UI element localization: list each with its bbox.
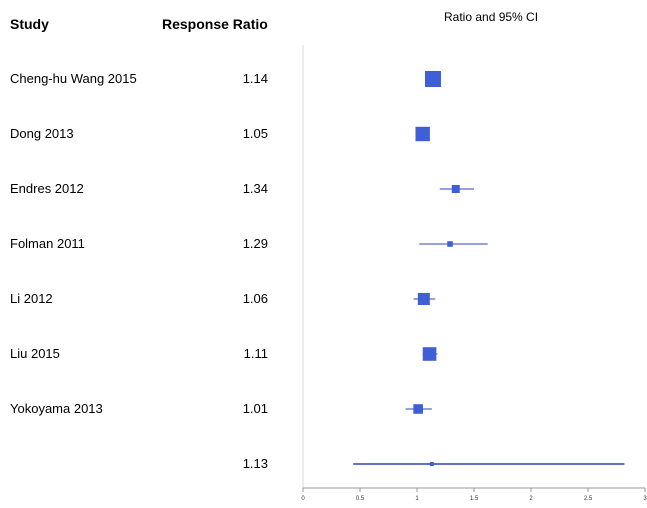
study-name: Cheng-hu Wang 2015 [10, 71, 137, 86]
point-estimate-marker [417, 293, 430, 305]
x-tick-label: 3 [643, 496, 647, 502]
response-ratio-value: 1.06 [242, 291, 268, 306]
study-name: Li 2012 [10, 291, 53, 306]
point-estimate-marker [424, 71, 441, 87]
response-ratio-value: 1.13 [242, 456, 268, 471]
response-ratio-value: 1.34 [242, 181, 268, 196]
x-tick-label: 1.5 [470, 496, 479, 502]
x-tick-label: 0 [301, 496, 305, 502]
point-estimate-marker [422, 347, 437, 361]
x-tick-label: 2.5 [584, 496, 593, 502]
x-tick-label: 2 [529, 496, 533, 502]
chart-title: Ratio and 95% CI [444, 10, 539, 24]
point-estimate-marker [447, 241, 453, 247]
point-estimate-marker [415, 126, 430, 142]
response-ratio-value: 1.05 [242, 126, 268, 141]
study-name: Endres 2012 [10, 181, 84, 196]
response-ratio-value: 1.14 [242, 71, 268, 86]
point-estimate-marker [429, 462, 434, 466]
study-name: Yokoyama 2013 [10, 401, 103, 416]
study-name: Dong 2013 [10, 126, 74, 141]
response-ratio-value: 1.11 [243, 346, 268, 361]
study-column-header: Study [10, 16, 49, 32]
point-estimate-marker [413, 404, 423, 414]
response-ratio-value: 1.29 [242, 236, 268, 251]
study-name: Liu 2015 [10, 346, 60, 361]
study-name: Folman 2011 [10, 236, 85, 251]
x-tick-label: 0.5 [356, 496, 365, 502]
response-ratio-value: 1.01 [242, 401, 268, 416]
point-estimate-marker [451, 185, 460, 193]
x-tick-label: 1 [415, 496, 419, 502]
response-ratio-column-header: Response Ratio [162, 16, 268, 32]
